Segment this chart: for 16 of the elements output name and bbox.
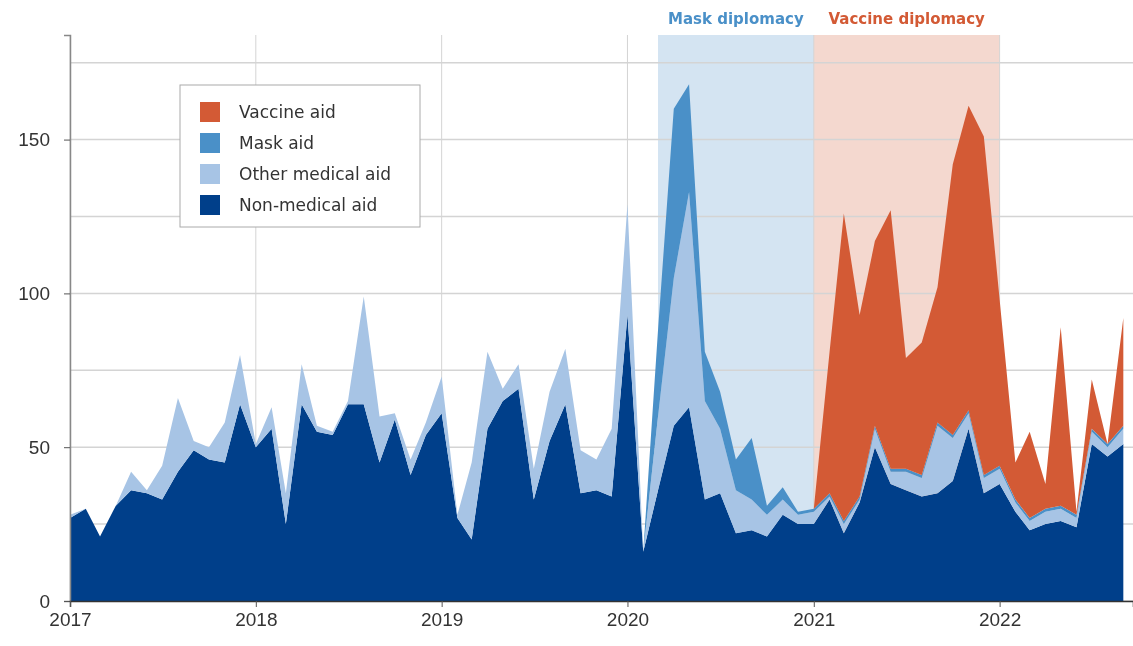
band-label: Vaccine diplomacy: [828, 10, 986, 28]
y-tick-label: 100: [18, 282, 50, 304]
y-tick-label: 50: [28, 436, 50, 458]
x-tick-label: 2020: [606, 609, 650, 631]
legend-label: Non-medical aid: [239, 195, 378, 215]
x-tick-label: 2017: [49, 609, 92, 631]
x-tick-label: 2021: [793, 609, 836, 631]
legend-label: Other medical aid: [239, 164, 392, 184]
y-tick-label: 0: [39, 590, 50, 612]
x-tick-label: 2018: [235, 609, 278, 631]
legend-label: Vaccine aid: [239, 102, 336, 122]
legend-label: Mask aid: [239, 133, 315, 153]
band-label: Mask diplomacy: [668, 10, 804, 28]
y-tick-label: 150: [18, 129, 50, 151]
x-tick-label: 2019: [421, 609, 464, 631]
x-tick-label: 2022: [978, 609, 1022, 631]
